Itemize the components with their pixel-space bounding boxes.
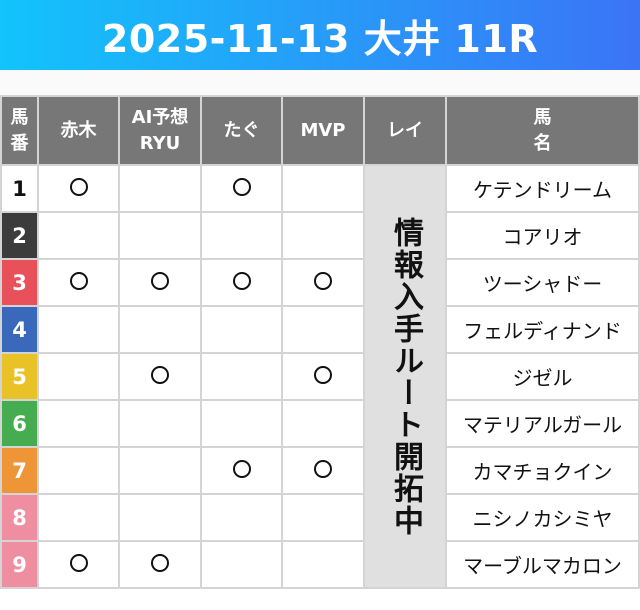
horse-name: ジゼル [445,352,640,401]
pick-tagu [200,493,283,542]
header-mvp: MVP [281,95,365,166]
pick-ai [118,258,202,307]
horse-name: フェルディナンド [445,305,640,354]
table-row: 6 マテリアルガール [0,399,640,448]
circle-mark-icon [69,553,88,572]
header-number-line: 馬 [10,106,29,128]
pick-mvp [281,352,365,401]
circle-mark-icon [314,365,332,384]
circle-mark-icon [314,459,332,478]
pick-mvp [281,164,365,213]
pick-ai [118,493,202,542]
horse-number: 1 [0,164,39,213]
horse-number: 2 [0,211,39,260]
pick-ai [118,540,202,589]
header-akagi: 赤木 [37,95,120,166]
header-tagu: たぐ [200,95,283,166]
prediction-table: 馬番 赤木 AI予想 RYU たぐ MVP レイ 馬名 1 情報入手ルート開拓中 ケテ… [0,95,640,589]
pick-akagi [37,305,120,354]
circle-mark-icon [151,553,169,572]
horse-name: マテリアルガール [445,399,640,448]
horse-name: ツーシャドー [445,258,640,307]
horse-number: 5 [0,352,39,401]
pick-mvp [281,258,365,307]
circle-mark-icon [232,459,251,478]
header-ai-ryu: AI予想 RYU [118,95,202,166]
header-horse-name: 馬名 [445,95,640,166]
horse-number: 7 [0,446,39,495]
pick-tagu [200,446,283,495]
table-row: 3 ツーシャドー [0,258,640,307]
header-name-line: 馬 [533,106,552,128]
header-rei: レイ [363,95,447,166]
header-ai-line: AI予想 [131,106,189,128]
pick-tagu [200,305,283,354]
pick-ai [118,352,202,401]
pick-akagi [37,493,120,542]
pick-tagu [200,352,283,401]
pick-mvp [281,211,365,260]
pick-akagi [37,211,120,260]
pick-ai [118,211,202,260]
table-row: 5 ジゼル [0,352,640,401]
table-row: 7 カマチョクイン [0,446,640,495]
circle-mark-icon [314,271,332,290]
pick-tagu [200,164,283,213]
pick-ai [118,399,202,448]
header-number-line: 番 [10,132,29,154]
rei-note: 情報入手ルート開拓中 [363,164,447,589]
horse-number: 3 [0,258,39,307]
pick-tagu [200,258,283,307]
pick-akagi [37,446,120,495]
circle-mark-icon [69,177,88,196]
pick-tagu [200,399,283,448]
header-name-line: 名 [533,132,552,154]
table-row: 8 ニシノカシミヤ [0,493,640,542]
circle-mark-icon [151,365,169,384]
horse-name: ニシノカシミヤ [445,493,640,542]
pick-ai [118,446,202,495]
pick-tagu [200,540,283,589]
pick-mvp [281,446,365,495]
header-row: 馬番 赤木 AI予想 RYU たぐ MVP レイ 馬名 [0,95,640,166]
pick-tagu [200,211,283,260]
table-row: 1 情報入手ルート開拓中 ケテンドリーム [0,164,640,589]
header-ai-line: RYU [139,132,181,154]
horse-number: 9 [0,540,39,589]
circle-mark-icon [151,271,169,290]
table-row: 9 マーブルマカロン [0,540,640,589]
pick-mvp [281,493,365,542]
pick-mvp [281,399,365,448]
horse-number: 6 [0,399,39,448]
pick-akagi [37,258,120,307]
circle-mark-icon [232,271,251,290]
circle-mark-icon [69,271,88,290]
horse-number: 8 [0,493,39,542]
pick-ai [118,164,202,213]
horse-name: カマチョクイン [445,446,640,495]
spacer [0,70,640,95]
pick-akagi [37,164,120,213]
horse-name: マーブルマカロン [445,540,640,589]
pick-mvp [281,540,365,589]
table-row: 4 フェルディナンド [0,305,640,354]
pick-ai [118,305,202,354]
circle-mark-icon [232,177,251,196]
pick-akagi [37,399,120,448]
horse-name: ケテンドリーム [445,164,640,213]
race-title: 2025-11-13 大井 11R [0,0,640,70]
pick-akagi [37,352,120,401]
header-number: 馬番 [0,95,39,166]
horse-number: 4 [0,305,39,354]
table-row: 2 コアリオ [0,211,640,260]
pick-akagi [37,540,120,589]
pick-mvp [281,305,365,354]
horse-name: コアリオ [445,211,640,260]
